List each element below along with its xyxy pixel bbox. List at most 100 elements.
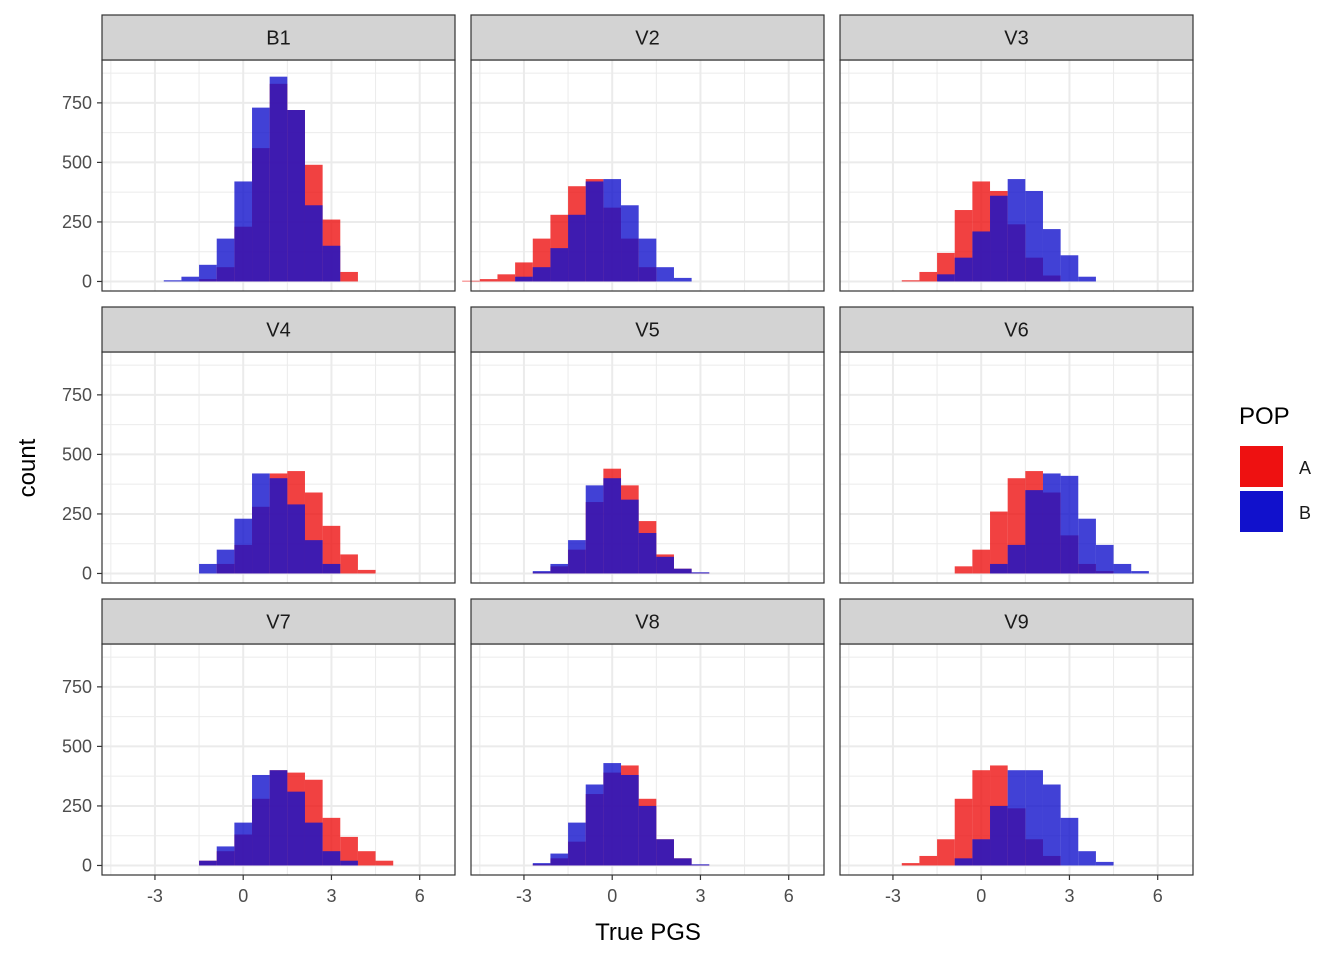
facet-strip xyxy=(101,14,456,61)
histogram-bar-pop-b xyxy=(691,572,710,574)
y-tick-label: 0 xyxy=(82,271,92,291)
histogram-bar-pop-b xyxy=(990,195,1008,282)
histogram-bar-pop-b xyxy=(621,499,639,574)
histogram-bar-pop-a xyxy=(479,279,498,282)
histogram-bar-pop-b xyxy=(691,864,710,866)
histogram-bar-pop-b xyxy=(1007,544,1026,574)
histogram-bar-pop-b xyxy=(568,822,586,866)
histogram-bar-pop-b xyxy=(304,540,323,574)
facet-strip-label: V7 xyxy=(266,612,290,634)
histogram-bar-pop-b xyxy=(199,860,217,866)
histogram-bar-pop-a xyxy=(322,525,341,574)
x-tick-label: -3 xyxy=(147,886,163,906)
histogram-bar-pop-b xyxy=(199,563,217,574)
histogram-bar-pop-b xyxy=(585,485,604,574)
facet-v5: V5 xyxy=(470,306,825,584)
histogram-bar-pop-b xyxy=(163,280,182,282)
facet-strip-label: V4 xyxy=(266,320,290,342)
y-tick-label: 500 xyxy=(62,736,92,756)
histogram-bar-pop-b xyxy=(656,267,674,282)
x-tick-label: 0 xyxy=(238,886,248,906)
histogram-bar-pop-a xyxy=(375,860,394,866)
histogram-bar-pop-b xyxy=(937,274,955,282)
histogram-bar-pop-a xyxy=(497,274,516,282)
y-tick-label: 250 xyxy=(62,504,92,524)
facet-strip-label: V8 xyxy=(635,612,659,634)
histogram-bar-pop-a xyxy=(937,839,955,866)
facet-strip xyxy=(839,598,1194,645)
histogram-bar-pop-b xyxy=(252,473,270,574)
histogram-bar-pop-b xyxy=(656,839,674,866)
facet-strip xyxy=(470,14,825,61)
histogram-bar-pop-b xyxy=(322,851,341,866)
y-tick-label: 250 xyxy=(62,212,92,232)
histogram-bar-pop-b xyxy=(1007,179,1026,282)
histogram-bar-pop-b xyxy=(568,214,586,282)
histogram-bar-pop-b xyxy=(638,805,657,866)
histogram-bar-pop-b xyxy=(304,205,323,282)
legend-label-a: A xyxy=(1299,458,1311,478)
histogram-bar-pop-b xyxy=(322,563,341,574)
histogram-bar-pop-a xyxy=(340,554,358,574)
facet-strip-label: V5 xyxy=(635,320,659,342)
histogram-bar-pop-b xyxy=(1025,770,1043,866)
legend-key-b xyxy=(1240,491,1283,532)
histogram-bar-pop-b xyxy=(1042,784,1061,866)
histogram-bar-pop-b xyxy=(972,839,991,866)
facet-v4: V4 0 250 500 750 xyxy=(62,306,456,584)
histogram-bar-pop-b xyxy=(1095,544,1114,574)
histogram-bar-pop-b xyxy=(1042,473,1061,574)
histogram-bar-pop-b xyxy=(954,257,973,282)
histogram-bar-pop-b xyxy=(585,181,604,282)
histogram-bar-pop-b xyxy=(1060,817,1079,866)
histogram-bar-pop-a xyxy=(357,851,376,866)
histogram-bar-pop-b xyxy=(550,248,569,282)
y-tick-label: 750 xyxy=(62,677,92,697)
facet-strip-label: V3 xyxy=(1004,28,1028,50)
facet-v2: V2 xyxy=(462,14,825,292)
y-tick-label: 500 xyxy=(62,444,92,464)
histogram-bar-pop-b xyxy=(1095,861,1114,866)
histogram-bar-pop-a xyxy=(919,855,938,866)
histogram-bar-pop-b xyxy=(972,231,991,282)
x-tick-label: 3 xyxy=(695,886,705,906)
facet-strip-label: V9 xyxy=(1004,612,1028,634)
x-tick-label: 6 xyxy=(415,886,425,906)
histogram-bar-pop-b xyxy=(638,238,657,282)
histogram-bar-pop-b xyxy=(532,863,551,866)
histogram-bar-pop-b xyxy=(1007,770,1026,866)
x-tick-label: 6 xyxy=(784,886,794,906)
histogram-bar-pop-b xyxy=(550,563,569,574)
y-axis-title: count xyxy=(14,438,41,497)
histogram-bar-pop-a xyxy=(340,271,358,282)
histogram-bar-pop-b xyxy=(550,853,569,866)
facet-panels: B1 0 250 500 750 V2 V3 V4 0 250 500 750 V5 V6 V7 0 250 50… xyxy=(62,14,1194,876)
histogram-bar-pop-b xyxy=(532,571,551,574)
y-tick-label: 0 xyxy=(82,563,92,583)
facet-strip xyxy=(101,306,456,353)
histogram-bar-pop-a xyxy=(357,569,376,574)
facet-strip xyxy=(470,598,825,645)
facet-strip xyxy=(839,306,1194,353)
y-tick-label: 750 xyxy=(62,93,92,113)
histogram-bar-pop-b xyxy=(673,568,692,574)
histogram-bar-pop-b xyxy=(1025,490,1043,574)
y-tick-label: 500 xyxy=(62,152,92,172)
x-tick-label: 0 xyxy=(607,886,617,906)
legend-title: POP xyxy=(1239,403,1290,430)
histogram-bar-pop-b xyxy=(287,504,305,574)
histogram-bar-pop-b xyxy=(532,267,551,282)
histogram-bar-pop-b xyxy=(1078,518,1096,574)
histogram-bar-pop-b xyxy=(603,763,622,866)
x-tick-label: 3 xyxy=(1064,886,1074,906)
histogram-bar-pop-b xyxy=(216,846,235,866)
legend-key-a xyxy=(1240,446,1283,487)
histogram-bar-pop-b xyxy=(181,276,200,282)
x-tick-label: 6 xyxy=(1153,886,1163,906)
histogram-bar-pop-b xyxy=(1131,571,1149,574)
histogram-bar-pop-a xyxy=(990,511,1008,574)
y-tick-label: 0 xyxy=(82,855,92,875)
histogram-bar-pop-b xyxy=(287,791,305,866)
x-tick-labels: -3 0 3 6 -3 0 3 6 -3 0 3 6 xyxy=(147,875,1163,906)
